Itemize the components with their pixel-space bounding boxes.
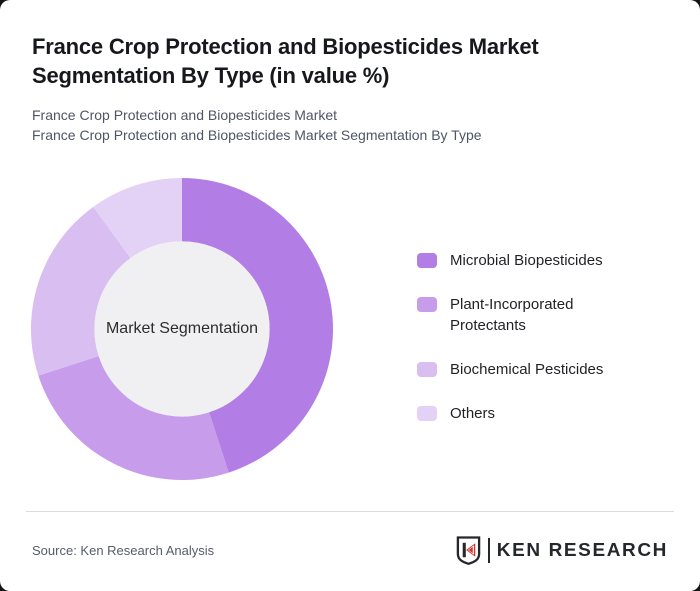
donut-chart [31,178,333,480]
legend-item-plant-incorporated-protectants: Plant-Incorporated Protectants [417,294,635,336]
chart-area: Market Segmentation Microbial Biopestici… [0,178,700,480]
logo-separator [487,538,490,563]
ken-research-logo: KEN RESEARCH [455,536,668,565]
legend-label: Others [450,405,496,422]
footer-divider [26,511,674,512]
chart-title-line2: Segmentation By Type (in value %) [32,63,390,88]
ken-research-shield-icon [456,536,481,565]
donut-segment-0 [182,178,333,473]
donut-segment-1 [38,356,229,480]
legend-swatch-icon [417,253,437,268]
donut-inner-circle [94,241,270,417]
footer: Source: Ken Research Analysis KEN RESEAR… [0,511,700,591]
chart-subtitle-line1: France Crop Protection and Biopesticides… [32,107,338,123]
chart-title: France Crop Protection and Biopesticides… [32,32,668,90]
header: France Crop Protection and Biopesticides… [0,0,700,145]
chart-title-line1: France Crop Protection and Biopesticides… [32,34,539,59]
legend-swatch-icon [417,297,437,312]
donut-center-label: Market Segmentation [105,320,259,337]
chart-subtitle: France Crop Protection and Biopesticides… [32,105,668,145]
ken-research-logo-text: KEN RESEARCH [496,539,668,561]
legend-swatch-icon [417,362,437,377]
legend-label: Microbial Biopesticides [450,252,603,269]
legend-swatch-icon [417,406,437,421]
chart-legend: Microbial Biopesticides Plant-Incorporat… [417,178,635,447]
legend-item-others: Others [417,403,635,424]
donut-chart-wrap: Market Segmentation [31,178,333,480]
donut-segment-2 [31,206,131,376]
legend-label: Plant-Incorporated Protectants [450,296,574,334]
source-note: Source: Ken Research Analysis [32,543,215,558]
legend-item-biochemical-pesticides: Biochemical Pesticides [417,359,635,380]
donut-segment-3 [93,178,182,259]
legend-item-microbial-biopesticides: Microbial Biopesticides [417,250,635,271]
legend-label: Biochemical Pesticides [450,361,604,378]
chart-subtitle-line2: France Crop Protection and Biopesticides… [32,127,482,143]
